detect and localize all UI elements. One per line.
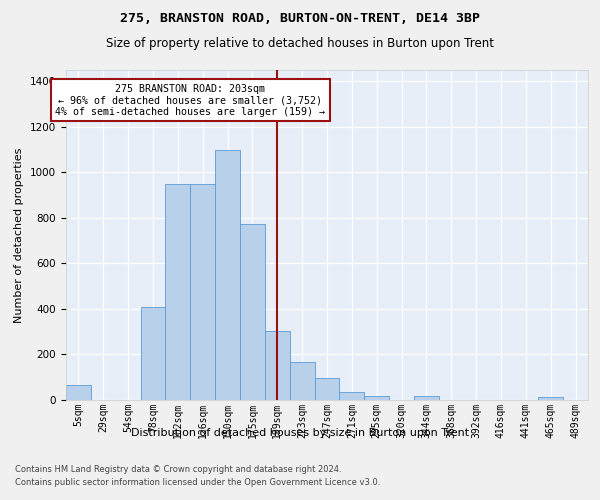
- Bar: [215, 150, 240, 400]
- Text: Contains public sector information licensed under the Open Government Licence v3: Contains public sector information licen…: [15, 478, 380, 487]
- Bar: [290, 362, 314, 400]
- Bar: [240, 224, 265, 400]
- Bar: [190, 184, 215, 400]
- Text: Size of property relative to detached houses in Burton upon Trent: Size of property relative to detached ho…: [106, 38, 494, 51]
- Bar: [364, 396, 389, 400]
- Text: Contains HM Land Registry data © Crown copyright and database right 2024.: Contains HM Land Registry data © Crown c…: [15, 466, 341, 474]
- Bar: [314, 378, 340, 400]
- Bar: [538, 397, 563, 400]
- Text: Distribution of detached houses by size in Burton upon Trent: Distribution of detached houses by size …: [131, 428, 469, 438]
- Bar: [66, 385, 91, 400]
- Y-axis label: Number of detached properties: Number of detached properties: [14, 148, 25, 322]
- Bar: [140, 306, 166, 400]
- Text: 275, BRANSTON ROAD, BURTON-ON-TRENT, DE14 3BP: 275, BRANSTON ROAD, BURTON-ON-TRENT, DE1…: [120, 12, 480, 26]
- Text: 275 BRANSTON ROAD: 203sqm
← 96% of detached houses are smaller (3,752)
4% of sem: 275 BRANSTON ROAD: 203sqm ← 96% of detac…: [55, 84, 325, 117]
- Bar: [414, 396, 439, 400]
- Bar: [166, 184, 190, 400]
- Bar: [340, 392, 364, 400]
- Bar: [265, 330, 290, 400]
